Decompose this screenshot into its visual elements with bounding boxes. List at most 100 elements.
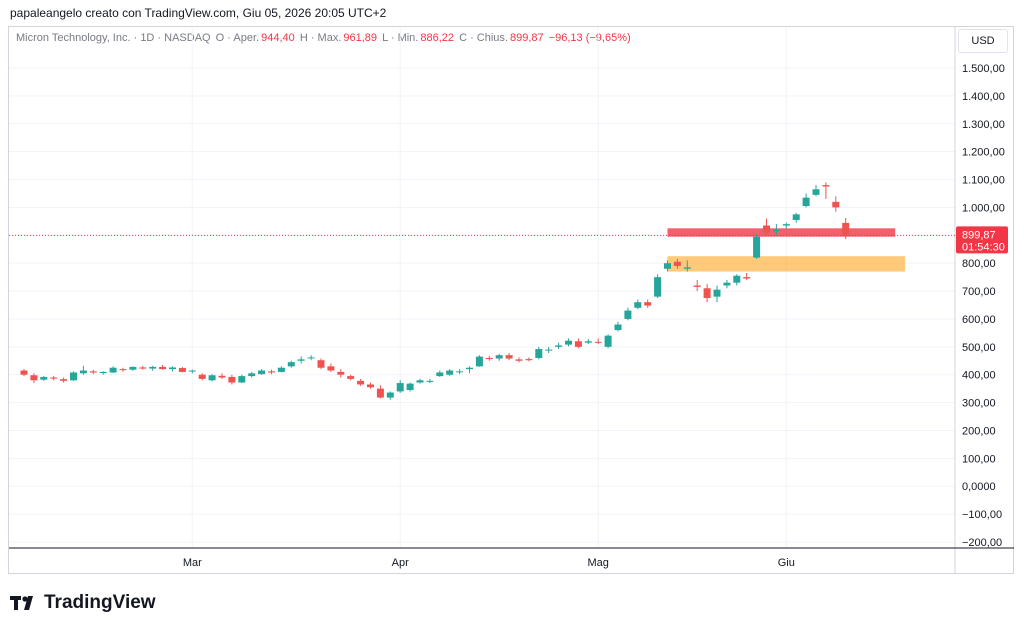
candle-body [109, 367, 117, 373]
legend-high-value: 961,89 [343, 32, 378, 44]
candle [20, 369, 28, 377]
candle-body [614, 324, 622, 331]
candle [545, 346, 553, 353]
y-tick-label: 1.200,00 [962, 147, 1005, 159]
y-tick-label: 1.100,00 [962, 175, 1005, 187]
y-tick-label: 100,00 [962, 453, 996, 465]
candle [60, 377, 68, 383]
candle-body [386, 392, 394, 398]
y-tick-label: 800,00 [962, 258, 996, 270]
candle [169, 366, 176, 372]
y-tick-label: −200,00 [962, 537, 1002, 549]
y-tick-label: 600,00 [962, 314, 996, 326]
candle [594, 338, 602, 345]
candle-body [466, 367, 473, 370]
candle-body [149, 366, 157, 369]
candle [525, 357, 533, 362]
candle [396, 380, 404, 393]
candle [317, 358, 325, 370]
y-tick-label: 1.000,00 [962, 202, 1005, 214]
candle-body [515, 359, 523, 361]
candle [139, 365, 147, 370]
candle-body [228, 376, 236, 383]
candle-body [594, 341, 602, 343]
candle [584, 339, 592, 345]
candle-body [673, 261, 681, 266]
candle [327, 363, 335, 372]
legend-symbol: Micron Technology, Inc. · 1D · NASDAQ [16, 32, 211, 44]
candle-body [654, 277, 662, 297]
candle [842, 218, 850, 240]
candle-body [20, 370, 28, 375]
candle-body [733, 275, 741, 283]
candle-body [446, 370, 454, 375]
axes: 1.500,00 1.400,00 1.300,00 1.200,00 1.100,00… [9, 27, 1014, 574]
candle [614, 321, 622, 332]
last-price-value: 899,87 [962, 229, 996, 241]
candle-body [495, 355, 503, 359]
candle-body [832, 201, 840, 208]
candle [208, 374, 216, 382]
candle-body [485, 357, 493, 360]
candle-body [119, 369, 127, 371]
candle-body [792, 214, 800, 220]
candle [357, 378, 365, 386]
y-tick-label: 1.400,00 [962, 91, 1005, 103]
y-tick-label: 500,00 [962, 342, 996, 354]
currency-button[interactable]: USD [958, 29, 1008, 53]
candle [238, 374, 246, 384]
candle [832, 196, 840, 212]
candle-body [169, 367, 176, 370]
candle [426, 378, 434, 384]
candle [416, 378, 424, 384]
candle [456, 369, 464, 375]
candle [673, 258, 681, 269]
candle-body [555, 345, 563, 347]
candle-body [713, 289, 721, 297]
candle-body [287, 362, 295, 367]
candle-body [50, 377, 58, 379]
candle-body [545, 349, 553, 351]
candle-body [268, 371, 275, 373]
candle [664, 260, 671, 272]
candle-body [248, 373, 256, 377]
candle [367, 382, 374, 389]
candle-body [743, 277, 751, 279]
candle [268, 369, 275, 375]
candle-body [634, 302, 642, 308]
candle [109, 366, 117, 374]
candle [198, 373, 206, 381]
candle [743, 272, 751, 280]
candle-body [307, 357, 315, 359]
candle-body [30, 375, 38, 381]
candle [30, 373, 38, 384]
candle [466, 366, 473, 374]
x-tick-label: Apr [392, 557, 409, 569]
legend-low-value: 886,22 [420, 32, 455, 44]
y-tick-label: 1.300,00 [962, 119, 1005, 131]
candle [624, 307, 632, 321]
candle [188, 369, 196, 374]
tradingview-logo[interactable]: TradingView [10, 592, 156, 614]
candle-body [624, 310, 632, 319]
y-tick-label: 400,00 [962, 370, 996, 382]
candle [119, 367, 127, 372]
candle [604, 334, 612, 349]
candle [644, 299, 652, 308]
candle [782, 222, 790, 229]
legend-close-label: C · Chius. [459, 32, 508, 44]
candle-body [416, 380, 424, 383]
candle [822, 182, 830, 200]
candle [772, 224, 780, 236]
candle [297, 356, 305, 364]
candle [763, 218, 770, 236]
candle-body [60, 379, 68, 381]
candle [307, 355, 315, 361]
countdown-value: 01:54:30 [962, 241, 1005, 253]
candle-body [753, 236, 761, 258]
candle-body [79, 370, 87, 374]
candle-body [159, 366, 167, 370]
candle [277, 366, 285, 373]
candle [178, 366, 186, 373]
